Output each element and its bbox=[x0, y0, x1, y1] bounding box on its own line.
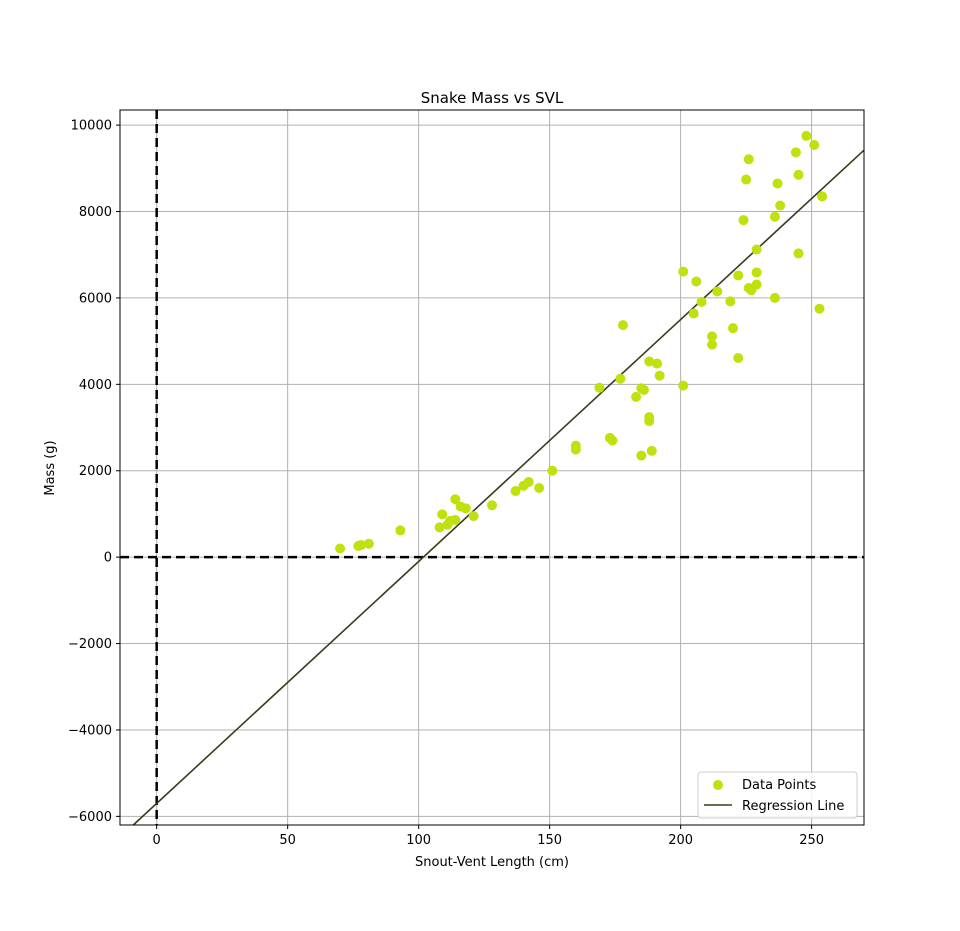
data-point bbox=[707, 339, 718, 350]
data-point bbox=[652, 358, 663, 369]
data-point bbox=[751, 279, 762, 290]
data-point bbox=[775, 200, 786, 211]
plot-frame bbox=[119, 109, 865, 826]
y-tick-label: −6000 bbox=[68, 810, 112, 825]
data-point bbox=[678, 266, 689, 277]
data-points-layer bbox=[335, 130, 828, 554]
data-point bbox=[707, 331, 718, 342]
y-tick-label: 2000 bbox=[79, 464, 112, 479]
data-point bbox=[801, 130, 812, 141]
data-point bbox=[741, 174, 752, 185]
y-tick-label: 4000 bbox=[79, 378, 112, 393]
data-point bbox=[450, 494, 461, 505]
data-point bbox=[725, 296, 736, 307]
x-tick-label: 50 bbox=[279, 833, 296, 848]
x-tick-label: 0 bbox=[153, 833, 161, 848]
data-point bbox=[547, 465, 558, 476]
data-point bbox=[646, 445, 657, 456]
y-tick-label: 10000 bbox=[71, 119, 112, 134]
data-point bbox=[751, 267, 762, 278]
data-point bbox=[728, 323, 739, 334]
data-point bbox=[644, 356, 655, 367]
data-point bbox=[712, 286, 723, 297]
data-point bbox=[733, 270, 744, 281]
data-point bbox=[395, 525, 406, 536]
x-tick-label: 100 bbox=[406, 833, 431, 848]
data-point bbox=[594, 382, 605, 393]
legend-label-data-points: Data Points bbox=[742, 778, 816, 793]
reference-lines bbox=[120, 110, 864, 825]
x-axis-label: Snout-Vent Length (cm) bbox=[415, 855, 569, 870]
data-point bbox=[617, 320, 628, 331]
data-point bbox=[691, 276, 702, 287]
legend: Data Points Regression Line bbox=[697, 771, 858, 819]
data-point bbox=[460, 503, 471, 514]
data-point bbox=[636, 450, 647, 461]
x-tick-label: 250 bbox=[799, 833, 824, 848]
y-tick-label: −4000 bbox=[68, 723, 112, 738]
data-point bbox=[738, 215, 749, 226]
data-point bbox=[696, 296, 707, 307]
data-point bbox=[790, 147, 801, 158]
y-axis-label: Mass (g) bbox=[43, 440, 58, 495]
data-point bbox=[437, 509, 448, 520]
data-point bbox=[654, 370, 665, 381]
data-point bbox=[356, 540, 367, 551]
data-point bbox=[769, 292, 780, 303]
axis-ticks: 0 50 100 150 200 250 −6000 −4000 −2000 0 2000 4000 6… bbox=[68, 119, 824, 848]
data-point bbox=[743, 154, 754, 165]
y-tick-label: 8000 bbox=[79, 205, 112, 220]
y-tick-label: −2000 bbox=[68, 637, 112, 652]
data-point bbox=[631, 391, 642, 402]
data-point bbox=[688, 308, 699, 319]
data-point bbox=[814, 303, 825, 314]
regression-line bbox=[132, 149, 865, 826]
data-point bbox=[615, 373, 626, 384]
data-point bbox=[769, 211, 780, 222]
regression-line-layer bbox=[132, 149, 865, 826]
data-point bbox=[510, 486, 521, 497]
data-point bbox=[570, 440, 581, 451]
data-point bbox=[793, 248, 804, 259]
data-point bbox=[809, 139, 820, 150]
legend-label-regression-line: Regression Line bbox=[742, 799, 844, 814]
y-tick-label: 6000 bbox=[79, 291, 112, 306]
data-point bbox=[817, 191, 828, 202]
data-point bbox=[751, 244, 762, 255]
data-point bbox=[335, 543, 346, 554]
data-point bbox=[363, 538, 374, 549]
data-point bbox=[450, 514, 461, 525]
data-point bbox=[772, 178, 783, 189]
legend-marker-data-points bbox=[713, 780, 723, 790]
data-point bbox=[434, 522, 445, 533]
data-point bbox=[487, 500, 497, 511]
data-point bbox=[678, 380, 689, 391]
legend-box bbox=[697, 771, 858, 819]
data-point bbox=[638, 384, 649, 395]
data-point bbox=[733, 352, 744, 363]
data-point bbox=[523, 476, 534, 487]
x-tick-label: 150 bbox=[537, 833, 562, 848]
chart-title: Snake Mass vs SVL bbox=[421, 89, 564, 107]
data-point bbox=[607, 435, 618, 446]
data-point bbox=[793, 169, 804, 180]
data-point bbox=[468, 511, 479, 522]
data-point bbox=[644, 412, 655, 423]
data-point bbox=[534, 483, 545, 494]
y-tick-label: 0 bbox=[104, 551, 112, 566]
x-tick-label: 200 bbox=[668, 833, 693, 848]
